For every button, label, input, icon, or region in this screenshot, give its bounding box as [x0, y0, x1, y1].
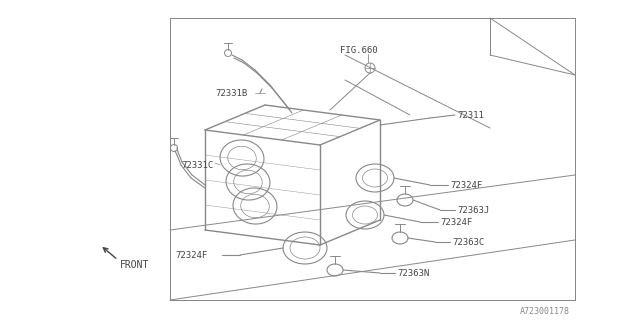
Text: A723001178: A723001178 [520, 308, 570, 316]
Text: 72324F: 72324F [440, 218, 472, 227]
Text: 72324F: 72324F [450, 180, 483, 189]
Text: 72331C: 72331C [181, 161, 213, 170]
Text: 72363J: 72363J [457, 205, 489, 214]
Text: 72331B: 72331B [215, 89, 247, 98]
Text: FRONT: FRONT [120, 260, 149, 270]
Text: FIG.660: FIG.660 [340, 45, 378, 54]
Text: 72363C: 72363C [452, 237, 484, 246]
Text: 72363N: 72363N [397, 268, 429, 277]
Text: 72324F: 72324F [175, 251, 207, 260]
Text: 72311: 72311 [457, 110, 484, 119]
